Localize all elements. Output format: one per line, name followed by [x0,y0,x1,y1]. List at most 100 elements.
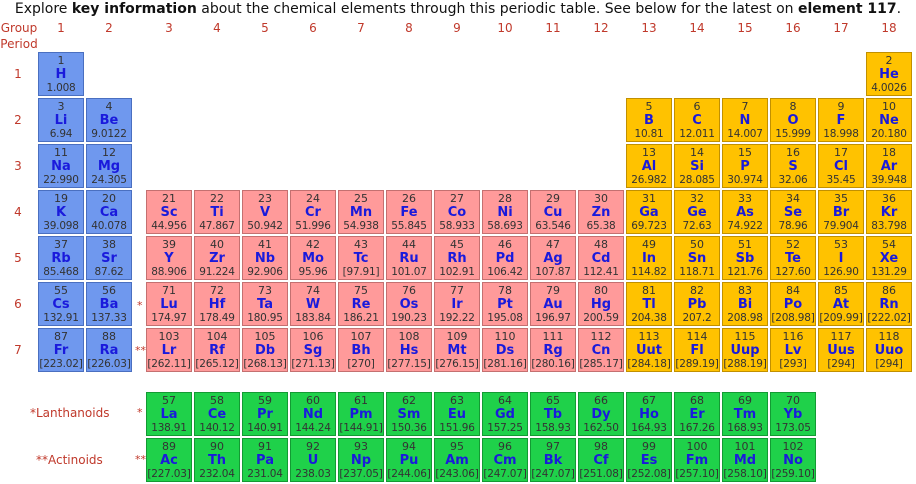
element-cell-ru[interactable]: 44 Ru 101.07 [386,236,432,280]
element-cell-pr[interactable]: 59 Pr 140.91 [242,392,288,436]
element-cell-bi[interactable]: 83 Bi 208.98 [722,282,768,326]
element-cell-in[interactable]: 49 In 114.82 [626,236,672,280]
element-cell-cd[interactable]: 48 Cd 112.41 [578,236,624,280]
element-cell-hf[interactable]: 72 Hf 178.49 [194,282,240,326]
element-cell-ce[interactable]: 58 Ce 140.12 [194,392,240,436]
element-cell-br[interactable]: 35 Br 79.904 [818,190,864,234]
element-cell-cn[interactable]: 112 Cn [285.17] [578,328,624,372]
element-cell-xe[interactable]: 54 Xe 131.29 [866,236,912,280]
element-cell-lu[interactable]: 71 Lu 174.97 [146,282,192,326]
element-cell-re[interactable]: 75 Re 186.21 [338,282,384,326]
element-cell-sg[interactable]: 106 Sg [271.13] [290,328,336,372]
element-cell-h[interactable]: 1 H 1.008 [38,52,84,96]
element-cell-f[interactable]: 9 F 18.998 [818,98,864,142]
element-cell-nb[interactable]: 41 Nb 92.906 [242,236,288,280]
element-cell-at[interactable]: 85 At [209.99] [818,282,864,326]
element-cell-pu[interactable]: 94 Pu [244.06] [386,438,432,482]
element-cell-zn[interactable]: 30 Zn 65.38 [578,190,624,234]
element-cell-sr[interactable]: 38 Sr 87.62 [86,236,132,280]
element-cell-al[interactable]: 13 Al 26.982 [626,144,672,188]
element-cell-pm[interactable]: 61 Pm [144.91] [338,392,384,436]
element-cell-hg[interactable]: 80 Hg 200.59 [578,282,624,326]
element-cell-ge[interactable]: 32 Ge 72.63 [674,190,720,234]
element-cell-ho[interactable]: 67 Ho 164.93 [626,392,672,436]
element-cell-v[interactable]: 23 V 50.942 [242,190,288,234]
element-cell-la[interactable]: 57 La 138.91 [146,392,192,436]
element-cell-he[interactable]: 2 He 4.0026 [866,52,912,96]
element-cell-uut[interactable]: 113 Uut [284.18] [626,328,672,372]
element-cell-ti[interactable]: 22 Ti 47.867 [194,190,240,234]
element-cell-pt[interactable]: 78 Pt 195.08 [482,282,528,326]
element-cell-p[interactable]: 15 P 30.974 [722,144,768,188]
element-cell-os[interactable]: 76 Os 190.23 [386,282,432,326]
element-cell-na[interactable]: 11 Na 22.990 [38,144,84,188]
element-cell-yb[interactable]: 70 Yb 173.05 [770,392,816,436]
element-cell-pb[interactable]: 82 Pb 207.2 [674,282,720,326]
element-cell-tm[interactable]: 69 Tm 168.93 [722,392,768,436]
element-cell-fe[interactable]: 26 Fe 55.845 [386,190,432,234]
element-cell-te[interactable]: 52 Te 127.60 [770,236,816,280]
element-cell-y[interactable]: 39 Y 88.906 [146,236,192,280]
element-cell-ac[interactable]: 89 Ac [227.03] [146,438,192,482]
element-cell-fm[interactable]: 100 Fm [257.10] [674,438,720,482]
element-cell-w[interactable]: 74 W 183.84 [290,282,336,326]
element-cell-ar[interactable]: 18 Ar 39.948 [866,144,912,188]
element-cell-o[interactable]: 8 O 15.999 [770,98,816,142]
element-cell-po[interactable]: 84 Po [208.98] [770,282,816,326]
element-cell-n[interactable]: 7 N 14.007 [722,98,768,142]
element-cell-np[interactable]: 93 Np [237.05] [338,438,384,482]
element-cell-sb[interactable]: 51 Sb 121.76 [722,236,768,280]
element-cell-eu[interactable]: 63 Eu 151.96 [434,392,480,436]
element-cell-ca[interactable]: 20 Ca 40.078 [86,190,132,234]
element-cell-u[interactable]: 92 U 238.03 [290,438,336,482]
element-cell-bk[interactable]: 97 Bk [247.07] [530,438,576,482]
element-cell-i[interactable]: 53 I 126.90 [818,236,864,280]
element-cell-gd[interactable]: 64 Gd 157.25 [482,392,528,436]
element-cell-ir[interactable]: 77 Ir 192.22 [434,282,480,326]
element-cell-cf[interactable]: 98 Cf [251.08] [578,438,624,482]
element-cell-b[interactable]: 5 B 10.81 [626,98,672,142]
element-cell-ds[interactable]: 110 Ds [281.16] [482,328,528,372]
element-cell-cu[interactable]: 29 Cu 63.546 [530,190,576,234]
element-cell-lv[interactable]: 116 Lv [293] [770,328,816,372]
element-cell-cs[interactable]: 55 Cs 132.91 [38,282,84,326]
element-cell-s[interactable]: 16 S 32.06 [770,144,816,188]
element-cell-rg[interactable]: 111 Rg [280.16] [530,328,576,372]
element-cell-dy[interactable]: 66 Dy 162.50 [578,392,624,436]
element-cell-c[interactable]: 6 C 12.011 [674,98,720,142]
element-cell-uuo[interactable]: 118 Uuo [294] [866,328,912,372]
element-cell-as[interactable]: 33 As 74.922 [722,190,768,234]
element-cell-rn[interactable]: 86 Rn [222.02] [866,282,912,326]
element-cell-ni[interactable]: 28 Ni 58.693 [482,190,528,234]
element-cell-ba[interactable]: 56 Ba 137.33 [86,282,132,326]
element-cell-hs[interactable]: 108 Hs [277.15] [386,328,432,372]
element-cell-db[interactable]: 105 Db [268.13] [242,328,288,372]
element-cell-cm[interactable]: 96 Cm [247.07] [482,438,528,482]
element-cell-lr[interactable]: 103 Lr [262.11] [146,328,192,372]
element-cell-ag[interactable]: 47 Ag 107.87 [530,236,576,280]
element-cell-rh[interactable]: 45 Rh 102.91 [434,236,480,280]
element-cell-mt[interactable]: 109 Mt [276.15] [434,328,480,372]
element-cell-sc[interactable]: 21 Sc 44.956 [146,190,192,234]
element-cell-uup[interactable]: 115 Uup [288.19] [722,328,768,372]
element-cell-k[interactable]: 19 K 39.098 [38,190,84,234]
element-cell-pa[interactable]: 91 Pa 231.04 [242,438,288,482]
element-cell-th[interactable]: 90 Th 232.04 [194,438,240,482]
element-cell-pd[interactable]: 46 Pd 106.42 [482,236,528,280]
element-cell-nd[interactable]: 60 Nd 144.24 [290,392,336,436]
element-cell-cl[interactable]: 17 Cl 35.45 [818,144,864,188]
element-cell-md[interactable]: 101 Md [258.10] [722,438,768,482]
element-cell-tl[interactable]: 81 Tl 204.38 [626,282,672,326]
element-cell-cr[interactable]: 24 Cr 51.996 [290,190,336,234]
element-cell-rf[interactable]: 104 Rf [265.12] [194,328,240,372]
element-cell-fl[interactable]: 114 Fl [289.19] [674,328,720,372]
element-cell-ne[interactable]: 10 Ne 20.180 [866,98,912,142]
element-cell-fr[interactable]: 87 Fr [223.02] [38,328,84,372]
element-cell-zr[interactable]: 40 Zr 91.224 [194,236,240,280]
element-cell-mg[interactable]: 12 Mg 24.305 [86,144,132,188]
element-cell-sn[interactable]: 50 Sn 118.71 [674,236,720,280]
element-cell-au[interactable]: 79 Au 196.97 [530,282,576,326]
element-cell-tc[interactable]: 43 Tc [97.91] [338,236,384,280]
element-cell-rb[interactable]: 37 Rb 85.468 [38,236,84,280]
element-cell-bh[interactable]: 107 Bh [270] [338,328,384,372]
